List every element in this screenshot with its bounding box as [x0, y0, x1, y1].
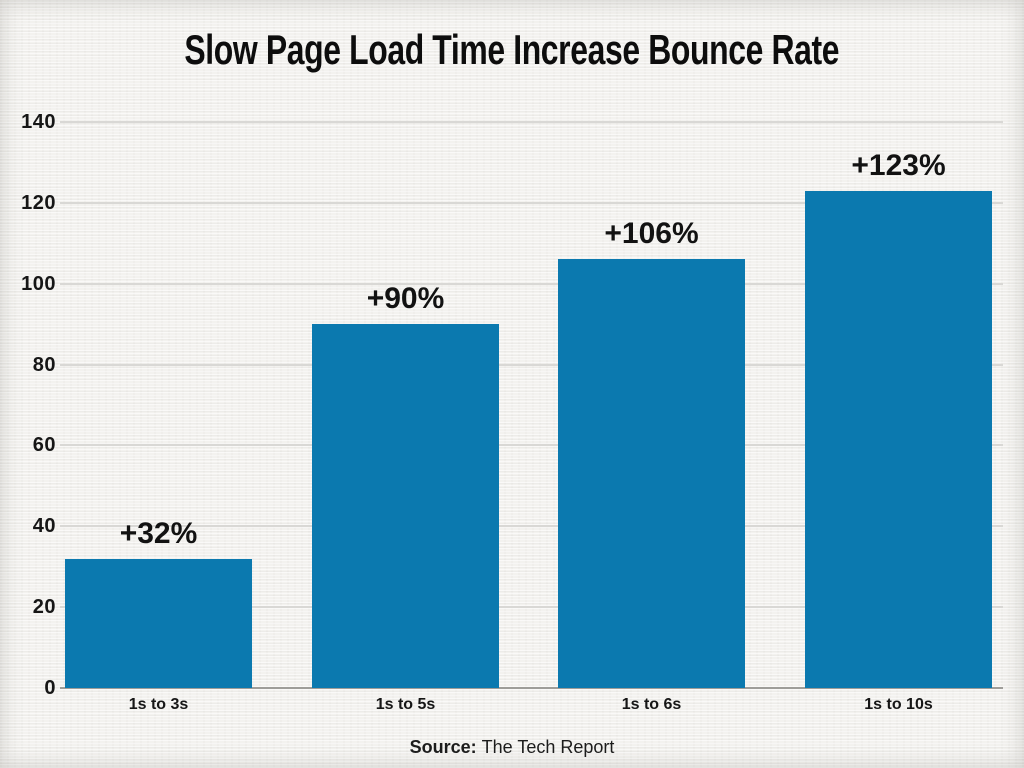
- chart-title: Slow Page Load Time Increase Bounce Rate: [0, 24, 1024, 76]
- bar-value-label-1: +90%: [366, 282, 445, 315]
- bar-value-label-0: +32%: [119, 517, 198, 550]
- y-axis-tick-label-120: 120: [21, 192, 56, 214]
- y-axis-tick-label-100: 100: [21, 273, 56, 295]
- y-axis-tick-label-0: 0: [44, 677, 56, 699]
- bar-1s-to-6s: [558, 259, 745, 688]
- bar-1s-to-10s: [805, 191, 992, 688]
- source-text: The Tech Report: [481, 737, 615, 757]
- y-axis-tick-label-20: 20: [32, 596, 56, 618]
- x-axis-tick-label-2: 1s to 6s: [621, 696, 682, 713]
- y-axis-tick-label-40: 40: [32, 515, 56, 537]
- source-label: Source:: [409, 737, 477, 757]
- gridline-y-80: [60, 364, 1003, 366]
- gridline-y-140: [60, 121, 1003, 123]
- x-axis-tick-label-3: 1s to 10s: [864, 696, 933, 713]
- bar-1s-to-5s: [312, 324, 499, 688]
- bar-value-label-3: +123%: [851, 149, 946, 182]
- source-line: Source: The Tech Report: [0, 734, 1024, 760]
- y-axis-tick-label-80: 80: [32, 354, 56, 376]
- gridline-y-20: [60, 606, 1003, 608]
- y-axis-tick-label-140: 140: [21, 111, 56, 133]
- gridline-y-60: [60, 444, 1003, 446]
- y-axis-tick-label-60: 60: [32, 434, 56, 456]
- gridline-y-120: [60, 202, 1003, 204]
- x-axis-tick-label-0: 1s to 3s: [128, 696, 189, 713]
- gridline-y-40: [60, 525, 1003, 527]
- x-axis-baseline: [60, 687, 1003, 689]
- chart-title-text: Slow Page Load Time Increase Bounce Rate: [184, 26, 840, 73]
- x-axis-tick-label-1: 1s to 5s: [375, 696, 436, 713]
- bar-1s-to-3s: [65, 559, 252, 688]
- gridline-y-100: [60, 283, 1003, 285]
- bar-value-label-2: +106%: [604, 217, 699, 250]
